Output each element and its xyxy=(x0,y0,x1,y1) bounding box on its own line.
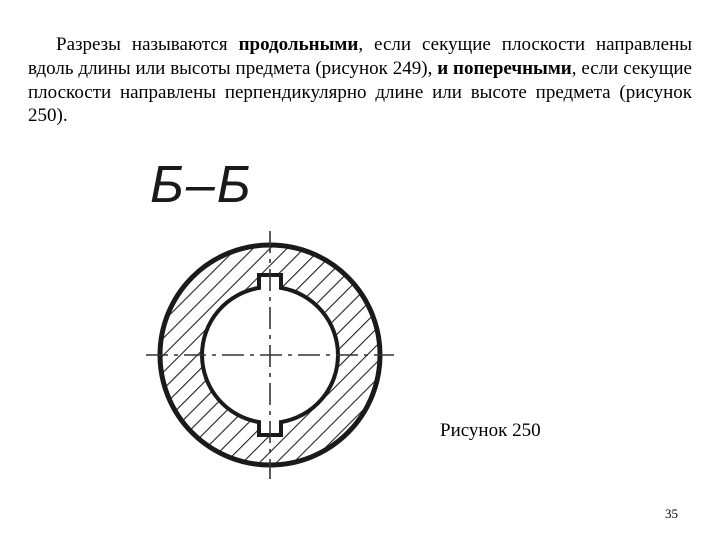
text-bold: продольными xyxy=(239,34,359,55)
section-label: Б–Б xyxy=(150,155,253,215)
page-number: 35 xyxy=(665,506,678,522)
body-paragraph: Разрезы называются продольными, если сек… xyxy=(28,33,692,128)
figure-caption: Рисунок 250 xyxy=(440,420,541,442)
ring-diagram xyxy=(140,225,400,485)
text-run: Разрезы называются xyxy=(56,34,239,55)
figure: Б–Б xyxy=(140,155,410,505)
text-bold: и поперечными xyxy=(437,58,572,79)
page: Разрезы называются продольными, если сек… xyxy=(0,0,720,540)
